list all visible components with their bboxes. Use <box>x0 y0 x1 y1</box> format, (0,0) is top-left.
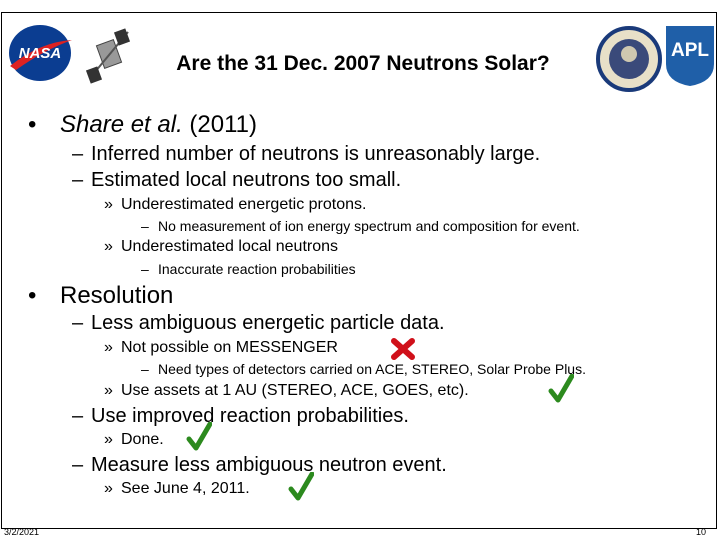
bullet-marker: • <box>28 282 37 309</box>
bullet-marker: » <box>104 238 113 255</box>
bullet-text: Share et al. <box>60 111 183 138</box>
check-icon <box>288 472 314 501</box>
bullet-text: Need types of detectors carried on ACE, … <box>158 361 586 377</box>
bullet-text: See June 4, 2011. <box>121 480 250 497</box>
bullet-text: (2011) <box>189 111 258 138</box>
bullet-text: Measure less ambiguous neutron event. <box>91 454 447 476</box>
bullet-text: Done. <box>121 431 164 448</box>
bullet-text: Not possible on MESSENGER <box>121 339 338 356</box>
bullet-marker: – <box>72 405 84 427</box>
slide-frame <box>1 12 717 529</box>
page-number: 10 <box>695 527 706 537</box>
nasa-logo: NASA <box>9 25 72 81</box>
logo-text: NASA <box>19 45 62 62</box>
slide-title: Are the 31 Dec. 2007 Neutrons Solar? <box>176 52 550 75</box>
bullet-text: Inferred number of neutrons is unreasona… <box>91 143 541 165</box>
bullet-marker: – <box>72 312 84 334</box>
bullet-text: Resolution <box>60 282 174 309</box>
bullet-marker: » <box>104 431 113 448</box>
seal-logo <box>596 26 662 92</box>
spacecraft-icon <box>86 28 131 84</box>
bullet-text: Underestimated local neutrons <box>121 238 339 255</box>
bullet-marker: – <box>72 143 84 165</box>
cross-icon <box>391 338 415 360</box>
apl-logo: APL <box>666 26 714 86</box>
bullet-text: Use improved reaction probabilities. <box>91 405 409 427</box>
bullet-marker: • <box>28 111 37 138</box>
bullet-text: Inaccurate reaction probabilities <box>158 261 356 277</box>
bullet-text: Use assets at 1 AU (STEREO, ACE, GOES, e… <box>121 382 469 399</box>
bullet-text: Estimated local neutrons too small. <box>91 169 402 191</box>
bullet-marker: – <box>141 218 149 234</box>
bullet-marker: – <box>141 261 149 277</box>
bullet-marker: » <box>104 480 113 497</box>
check-icon <box>548 374 574 403</box>
logo-text: APL <box>671 40 709 61</box>
check-icon <box>186 422 212 451</box>
bullet-text: Less ambiguous energetic particle data. <box>91 312 445 334</box>
footer-date: 3/2/2021 <box>4 527 40 537</box>
bullet-marker: » <box>104 196 113 213</box>
bullet-text: No measurement of ion energy spectrum an… <box>158 218 580 234</box>
bullet-marker: – <box>72 454 84 476</box>
bullet-marker: – <box>141 361 149 377</box>
bullet-text: Underestimated energetic protons. <box>121 196 367 213</box>
bullet-marker: » <box>104 339 113 356</box>
bullet-marker: – <box>72 169 84 191</box>
bullet-marker: » <box>104 382 113 399</box>
